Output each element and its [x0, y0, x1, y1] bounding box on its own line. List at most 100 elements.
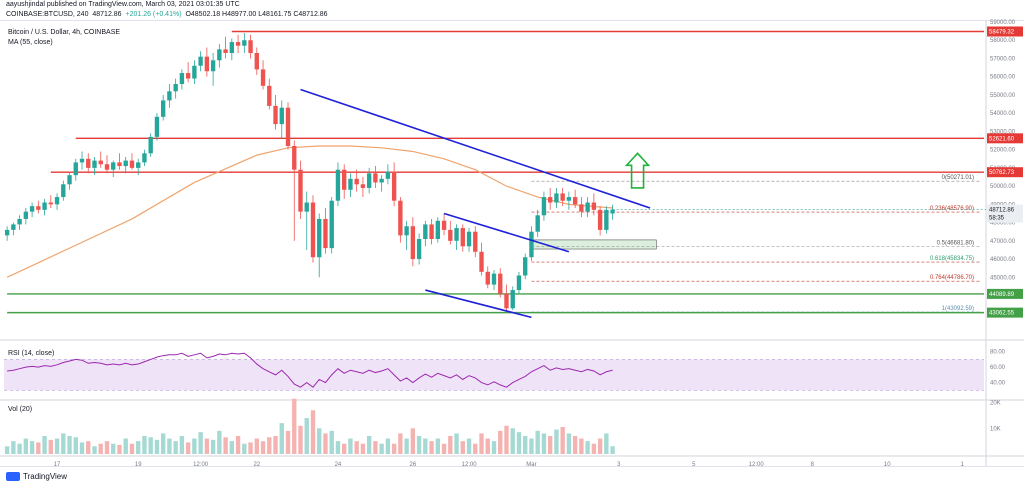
volume-bar	[579, 438, 584, 454]
volume-bar	[554, 429, 559, 454]
volume-pane-label[interactable]: Vol (20)	[8, 406, 33, 413]
rsi-pane-label[interactable]: RSI (14, close)	[8, 350, 55, 357]
rsi-line	[7, 352, 613, 388]
candle-body	[142, 153, 147, 163]
rsi-tick-label: 40.00	[990, 381, 1006, 387]
high-value: H48977.00	[222, 11, 257, 18]
candle-body	[285, 107, 291, 146]
volume-bar	[373, 441, 378, 454]
candle-body	[48, 202, 53, 205]
ma-55-line	[6, 145, 613, 278]
volume-bar	[11, 441, 16, 454]
candle-body	[435, 220, 441, 239]
candle-body	[79, 158, 85, 163]
volume-bar	[435, 438, 441, 454]
candle-body	[192, 65, 197, 79]
top-bar: aayushjindal published on TradingView.co…	[0, 0, 1024, 21]
volume-bar	[485, 438, 490, 454]
volume-bar	[304, 418, 309, 454]
candle-body	[111, 162, 116, 170]
candle-body	[566, 197, 572, 201]
candle-body	[298, 169, 303, 212]
volume-bar	[4, 446, 10, 454]
volume-bar	[73, 437, 78, 454]
candle-body	[136, 162, 141, 168]
resistance-level-tag	[987, 133, 1023, 144]
volume-bar	[198, 432, 203, 454]
resistance-level-tag	[987, 167, 1023, 178]
volume-bar	[416, 436, 422, 454]
volume-bar	[235, 436, 241, 454]
tradingview-logo[interactable]: TradingView	[6, 472, 67, 481]
volume-bar	[610, 446, 615, 454]
candle-body	[254, 53, 259, 70]
candle-body	[591, 202, 597, 210]
time-tick-label: 17	[54, 462, 61, 468]
candle-body	[423, 224, 428, 239]
volume-bar	[298, 425, 303, 454]
volume-bar	[254, 438, 259, 454]
candle-body	[448, 229, 453, 241]
candle-body	[323, 218, 328, 249]
candle-body	[541, 197, 547, 216]
volume-bar	[572, 436, 578, 454]
candle-body	[366, 173, 372, 188]
candle-body	[292, 146, 297, 170]
candle-body	[42, 202, 47, 210]
volume-bar	[167, 438, 172, 454]
ma-indicator-label[interactable]: MA (55, close)	[8, 39, 53, 46]
candle-body	[117, 162, 122, 167]
volume-bar	[348, 438, 353, 454]
volume-bar	[398, 433, 403, 454]
candle-body	[61, 184, 66, 198]
candle-body	[385, 171, 391, 179]
resistance-level-tag-label: 52621.60	[989, 136, 1015, 142]
volume-bar	[541, 433, 547, 454]
support-zone-box	[531, 239, 657, 250]
volume-bar	[466, 438, 472, 454]
price-tick-label: 45000.00	[990, 275, 1016, 281]
candle-body	[473, 231, 478, 252]
candle-body	[86, 158, 91, 168]
volume-bar	[29, 441, 35, 454]
price-tick-label: 58000.00	[990, 38, 1016, 44]
candle-body	[185, 73, 191, 79]
volume-bar	[223, 437, 228, 454]
candle-body	[4, 229, 10, 236]
volume-bar	[479, 433, 484, 454]
volume-bar	[117, 445, 122, 454]
volume-bar	[36, 442, 41, 454]
tradingview-logo-icon	[6, 472, 20, 481]
symbol-label[interactable]: COINBASE:BTCUSD, 240	[6, 11, 89, 18]
rsi-band	[4, 359, 984, 391]
volume-bar	[210, 439, 216, 454]
volume-bar	[48, 439, 53, 454]
volume-bar	[460, 441, 465, 454]
volume-bar	[516, 432, 522, 454]
candle-body	[373, 173, 378, 183]
candle-body	[198, 56, 203, 66]
time-tick-label: 26	[410, 462, 417, 468]
fib-level-label: 0.764(44786.70)	[930, 275, 974, 281]
volume-bar	[111, 443, 116, 454]
volume-bar	[385, 438, 391, 454]
time-tick-label: 8	[811, 462, 815, 468]
volume-bar	[423, 438, 428, 454]
trend-line	[300, 88, 651, 209]
fib-level-label: 0.5(46681.80)	[937, 241, 974, 247]
bottom-bar	[0, 466, 1024, 487]
candle-body	[204, 56, 210, 72]
ohlc-line: COINBASE:BTCUSD, 240 48712.86 +201.26 (+…	[6, 5, 328, 25]
candle-body	[360, 184, 366, 188]
candle-body	[104, 164, 110, 170]
volume-bar	[173, 441, 178, 454]
volume-bar	[136, 441, 141, 454]
volume-bar	[267, 437, 272, 454]
volume-bar	[204, 438, 210, 454]
volume-bar	[317, 428, 322, 454]
volume-bar	[585, 441, 590, 454]
series-title[interactable]: Bitcoin / U.S. Dollar, 4h, COINBASE	[8, 29, 121, 36]
candle-body	[173, 84, 178, 92]
candle-body	[36, 206, 41, 210]
